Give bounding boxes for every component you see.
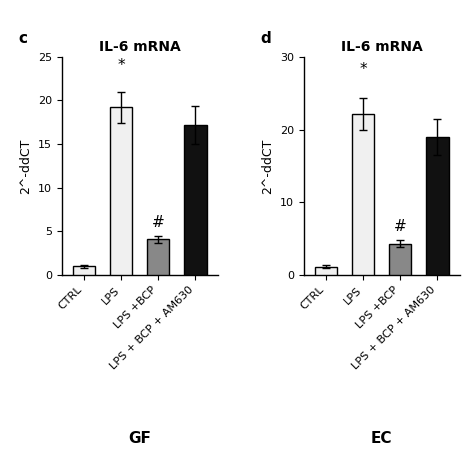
Text: #: # [394, 219, 407, 234]
Text: #: # [152, 216, 164, 230]
Y-axis label: 2^-ddCT: 2^-ddCT [19, 138, 32, 193]
Text: *: * [359, 62, 367, 77]
Text: EC: EC [371, 430, 392, 446]
Bar [184, 125, 207, 275]
Text: c: c [18, 31, 27, 46]
Bar [315, 267, 337, 275]
Text: *: * [117, 57, 125, 73]
Text: GF: GF [128, 430, 151, 446]
Bar [352, 114, 374, 275]
Bar [426, 137, 448, 275]
Title: IL-6 mRNA: IL-6 mRNA [99, 40, 181, 55]
Title: IL-6 mRNA: IL-6 mRNA [341, 40, 423, 55]
Y-axis label: 2^-ddCT: 2^-ddCT [261, 138, 274, 193]
Bar [73, 266, 95, 275]
Bar [147, 239, 169, 275]
Bar [110, 108, 132, 275]
Text: d: d [260, 31, 271, 46]
Bar [389, 244, 411, 275]
